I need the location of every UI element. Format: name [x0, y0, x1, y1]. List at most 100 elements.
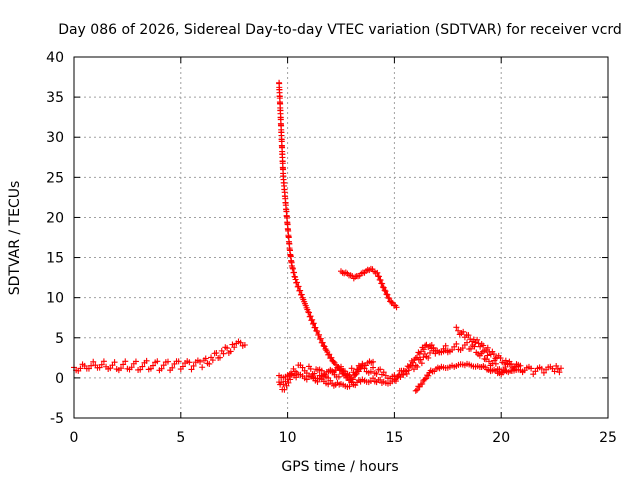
data-point [379, 280, 386, 287]
data-point [237, 339, 244, 346]
x-tick-label: 10 [279, 430, 297, 446]
data-point [388, 299, 395, 306]
data-point [154, 358, 161, 365]
data-point [492, 360, 499, 367]
plot-frame [73, 56, 609, 419]
data-point [305, 309, 312, 316]
y-tick-label: 40 [46, 50, 64, 66]
data-point [213, 349, 220, 356]
data-point [316, 331, 323, 338]
data-point [132, 358, 139, 365]
data-point [202, 355, 209, 362]
data-point [186, 359, 193, 366]
data-point [370, 375, 377, 382]
data-point [308, 317, 315, 324]
data-point [455, 327, 462, 334]
data-point [370, 358, 377, 365]
data-point [484, 352, 491, 359]
data-point [556, 369, 563, 376]
data-point [342, 368, 349, 375]
data-point [528, 365, 535, 372]
data-point [158, 365, 165, 372]
data-point [399, 371, 406, 378]
data-point [421, 376, 428, 383]
data-point [175, 358, 182, 365]
data-point [100, 358, 107, 365]
data-point [348, 365, 355, 372]
data-point [147, 365, 154, 372]
y-tick-label: 0 [55, 371, 64, 387]
y-tick-label: 15 [46, 251, 64, 267]
data-point [412, 387, 419, 394]
data-point [312, 324, 319, 331]
data-point [107, 365, 114, 372]
data-point [453, 324, 460, 331]
data-point [474, 336, 481, 343]
data-point [558, 365, 565, 372]
data-point [414, 363, 421, 370]
chart-title: Day 086 of 2026, Sidereal Day-to-day VTE… [58, 22, 622, 38]
data-point [150, 362, 157, 369]
data-point [227, 348, 234, 355]
data-point [373, 371, 380, 378]
data-point [160, 362, 167, 369]
data-point [314, 328, 321, 335]
grid-lines [74, 57, 608, 418]
data-point [305, 308, 312, 315]
data-point [377, 366, 384, 373]
data-point [139, 363, 146, 370]
data-point [377, 277, 384, 284]
data-point [317, 335, 324, 342]
data-point [519, 368, 526, 375]
data-point [325, 381, 332, 388]
data-point [410, 366, 417, 373]
series-peak-arc [276, 79, 355, 385]
x-axis-label: GPS time / hours [281, 459, 398, 475]
data-point [460, 328, 467, 335]
data-point [143, 357, 150, 364]
data-point [355, 368, 362, 375]
data-point [415, 349, 422, 356]
data-point [88, 362, 95, 369]
data-point [375, 273, 382, 280]
data-point [379, 284, 386, 291]
data-point [122, 358, 129, 365]
series-baseline-arc [71, 338, 248, 374]
data-point [387, 298, 394, 305]
data-point [343, 372, 350, 379]
data-point [414, 386, 421, 393]
data-point [393, 304, 400, 311]
data-point [164, 358, 171, 365]
data-point [475, 340, 482, 347]
y-tick-label: 20 [46, 210, 64, 226]
data-point [335, 373, 342, 380]
data-point [367, 368, 374, 375]
data-point [98, 361, 105, 368]
x-tick-label: 5 [176, 430, 185, 446]
series-late-arc-b [453, 324, 522, 371]
data-point [480, 342, 487, 349]
data-point [349, 376, 356, 383]
data-point [414, 354, 421, 361]
data-point [117, 365, 124, 372]
series-low-arc-c [305, 358, 377, 383]
series-late-arc [412, 360, 526, 394]
data-point [190, 362, 197, 369]
data-point [410, 359, 417, 366]
data-point [417, 356, 424, 363]
data-point [77, 365, 84, 372]
data-point [206, 360, 213, 367]
data-point [309, 320, 316, 327]
data-point [320, 342, 327, 349]
x-tick-label: 25 [599, 430, 617, 446]
data-point [538, 365, 545, 372]
data-point [209, 357, 216, 364]
data-point [281, 386, 288, 393]
data-point [471, 343, 478, 350]
data-point [287, 376, 294, 383]
data-point [420, 354, 427, 361]
data-point [392, 378, 399, 385]
data-point [427, 349, 433, 356]
data-point [381, 287, 388, 294]
